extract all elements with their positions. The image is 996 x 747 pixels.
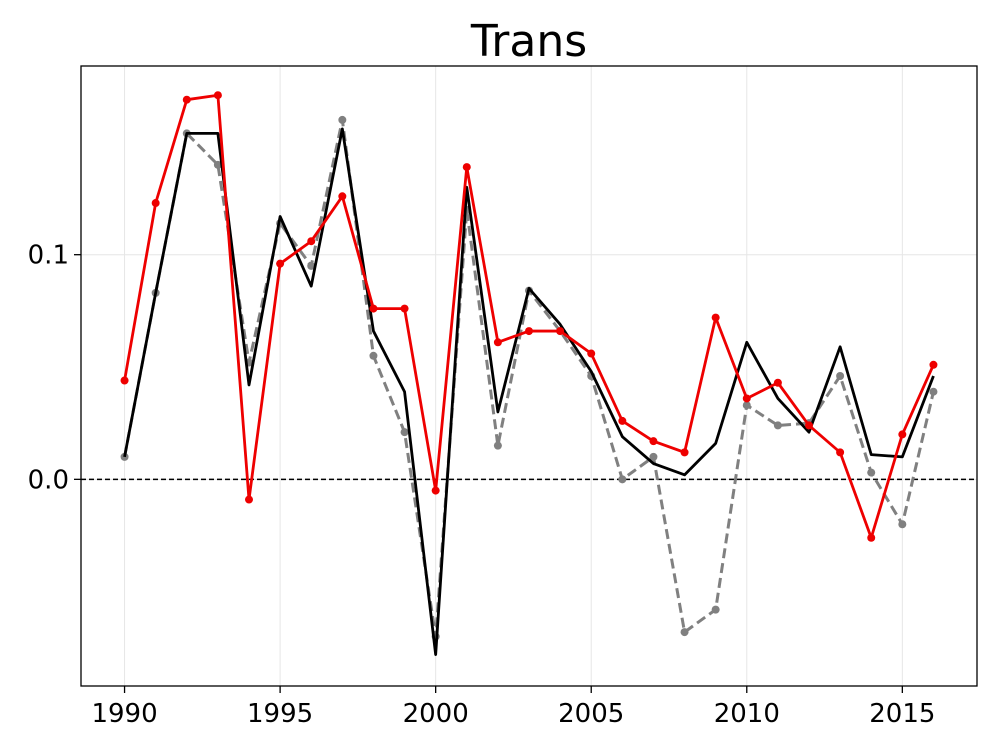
data-point [867,468,876,477]
data-point [742,401,751,410]
x-tick-label: 2015 [869,699,935,729]
plot-frame [80,65,978,687]
data-point [307,237,316,246]
data-point [307,261,316,270]
data-point [369,351,378,360]
data-point [680,448,689,457]
data-point [742,394,751,403]
data-point [276,259,285,268]
data-point [929,360,938,369]
y-tick-label: 0.0 [28,465,69,495]
data-point [680,628,689,637]
series-line [123,118,935,639]
series-line [123,127,935,656]
y-tick-label: 0.1 [28,241,69,271]
series-layer [120,91,938,656]
series-line [123,93,935,540]
data-point [711,313,720,322]
series-2 [120,91,938,542]
data-point [400,304,409,313]
x-tick-label: 1995 [247,699,313,729]
data-point [649,452,658,461]
data-point [493,338,502,347]
data-point [493,441,502,450]
data-point [182,95,191,104]
axes: 1990 1995 2000 2005 2010 2015 0.0 0.1 [28,241,936,729]
data-point [618,416,627,425]
data-point [836,448,845,457]
data-point [400,428,409,437]
data-point [618,475,627,484]
data-point [462,163,471,172]
data-point [245,495,253,504]
series-1 [123,127,935,656]
data-point [773,378,782,387]
data-point [338,115,347,124]
x-tick-label: 2000 [403,699,469,729]
data-point [151,199,160,208]
series-0 [120,115,938,641]
data-point [338,192,347,201]
data-point [711,605,720,614]
data-point [836,372,845,380]
x-tick-label: 2005 [558,699,624,729]
data-point [369,304,378,313]
data-point [213,160,222,169]
data-point [120,376,129,385]
data-point [525,327,533,336]
x-tick-label: 2010 [714,699,780,729]
data-point [556,327,565,336]
x-tick-label: 1990 [91,699,157,729]
data-point [805,421,813,430]
chart-title: Trans [470,16,587,67]
data-point [213,91,222,100]
data-point [929,387,938,396]
data-point [898,520,907,529]
data-point [867,533,876,542]
data-point [773,421,782,430]
data-point [898,430,907,439]
data-point [649,437,658,446]
data-point [587,349,596,358]
data-point [431,486,440,495]
